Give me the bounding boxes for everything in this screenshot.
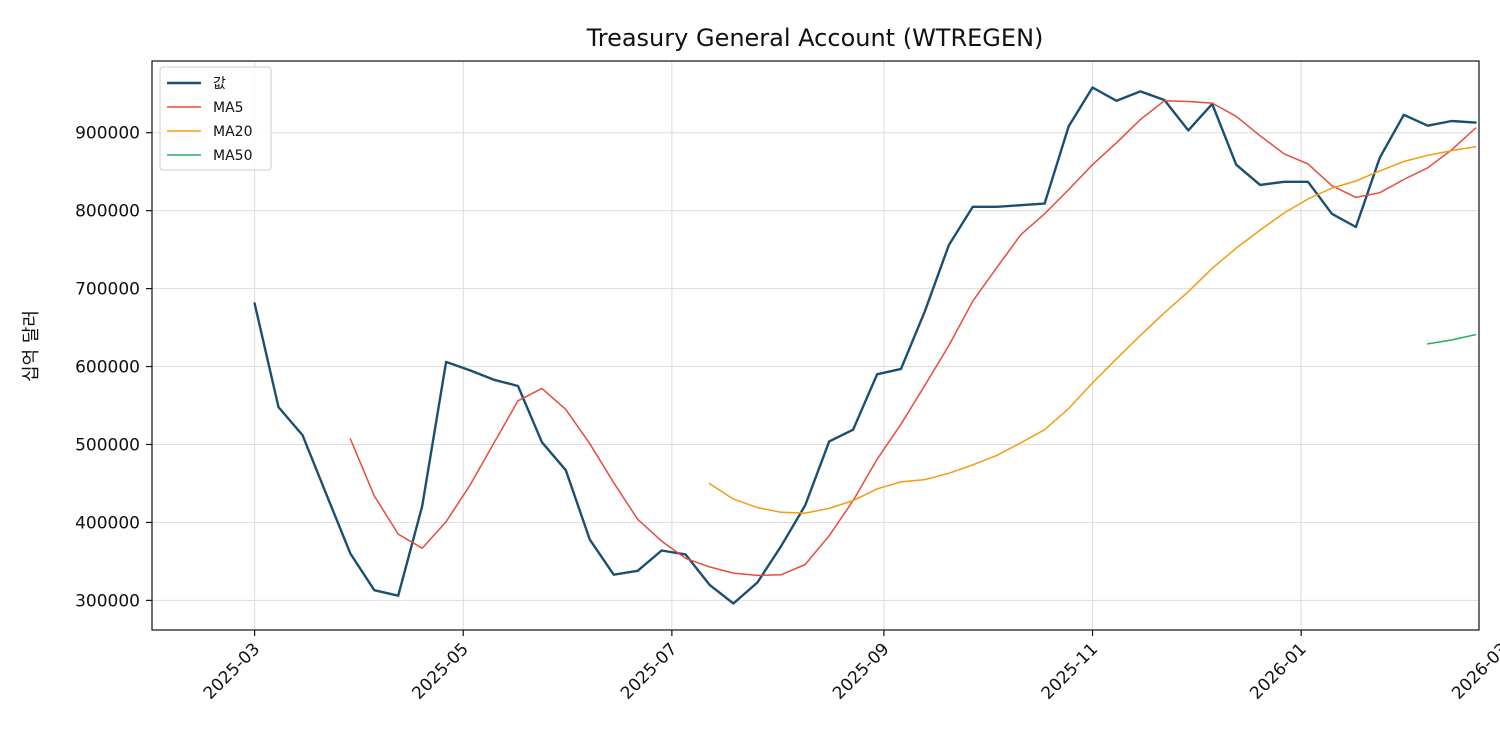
legend-label-ma20: MA20	[213, 124, 252, 140]
legend-label-value: 값	[213, 76, 226, 92]
y-tick-label: 800000	[75, 202, 140, 222]
series-line-ma5	[349, 100, 1477, 577]
legend-label-ma50: MA50	[213, 148, 252, 164]
y-tick-label: 900000	[75, 124, 140, 144]
y-tick-label: 500000	[75, 435, 140, 455]
chart-title: Treasury General Account (WTREGEN)	[586, 24, 1044, 52]
legend-label-ma5: MA5	[213, 100, 244, 116]
series-line-ma50	[1426, 333, 1477, 345]
y-tick-label: 300000	[75, 591, 140, 611]
series-layer	[253, 86, 1477, 605]
y-tick-label: 400000	[75, 513, 140, 533]
y-axis: 300000 400000 500000 600000 700000 800000 9000…	[75, 124, 152, 611]
y-axis-label: 십억 달러	[21, 310, 42, 382]
series-line-ma20	[708, 145, 1477, 514]
legend-box	[159, 66, 272, 171]
y-tick-label: 700000	[75, 280, 140, 300]
plot-frame	[151, 60, 1480, 631]
y-tick-label: 600000	[75, 358, 140, 378]
legend: 값 MA5 MA20 MA50	[159, 66, 272, 171]
series-line-value	[253, 86, 1477, 605]
